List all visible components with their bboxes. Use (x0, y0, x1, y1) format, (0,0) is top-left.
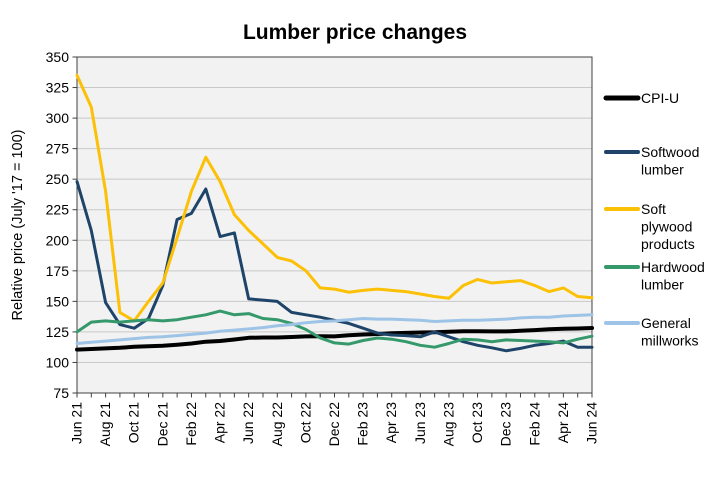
legend-label-hardwood-lumber-line-0: Hardwood (641, 259, 705, 275)
y-tick-label-225: 225 (46, 202, 70, 218)
legend-label-soft-plywood-products-line-1: plywood (641, 219, 692, 235)
x-tick-label-apr-23: Apr 23 (383, 402, 399, 443)
x-tick-label-jun-23: Jun 23 (412, 402, 428, 444)
legend-label-general-millworks-line-1: millworks (641, 333, 699, 349)
y-tick-label-125: 125 (46, 324, 70, 340)
x-tick-label-dec-21: Dec 21 (154, 402, 170, 447)
series-line-cpi-u (75, 326, 594, 352)
series-line-hardwood-lumber (75, 309, 594, 349)
x-tick-label-aug-22: Aug 22 (269, 402, 285, 447)
legend-label-cpi-u-line-0: CPI-U (641, 90, 679, 106)
x-tick-label-apr-22: Apr 22 (212, 402, 228, 443)
legend-label-soft-plywood-products-line-0: Soft (641, 201, 666, 217)
x-tick-label-apr-24: Apr 24 (555, 402, 571, 443)
y-tick-label-300: 300 (46, 110, 70, 126)
legend-item-general-millworks: General millworks (604, 315, 699, 349)
x-tick-label-jun-22: Jun 22 (240, 402, 256, 444)
x-tick-label-feb-24: Feb 24 (526, 402, 542, 446)
y-axis-tick-labels: 75 100 125 150 175 200 225 250 275 300 325 350 (46, 49, 70, 401)
chart-title: Lumber price changes (243, 21, 467, 44)
legend-item-softwood-lumber: Softwood lumber (604, 144, 699, 178)
legend-label-general-millworks-line-0: General (641, 315, 691, 331)
y-tick-label-325: 325 (46, 80, 70, 96)
x-tick-label-aug-23: Aug 23 (440, 402, 456, 447)
x-tick-label-feb-23: Feb 23 (355, 402, 371, 446)
x-tick-label-jun-21: Jun 21 (69, 402, 85, 444)
x-tick-label-dec-22: Dec 22 (326, 402, 342, 447)
x-tick-label-oct-21: Oct 21 (126, 402, 142, 443)
y-axis-title: Relative price (July '17 = 100) (10, 130, 26, 321)
y-tick-label-250: 250 (46, 171, 70, 187)
x-tick-label-feb-22: Feb 22 (183, 402, 199, 446)
x-tick-label-jun-24: Jun 24 (584, 402, 600, 444)
legend-label-soft-plywood-products-line-2: products (641, 236, 695, 252)
legend-item-hardwood-lumber: Hardwood lumber (604, 259, 705, 293)
legend-label-softwood-lumber-line-0: Softwood (641, 144, 699, 160)
axis-ticks (72, 56, 593, 398)
data-series (75, 73, 594, 353)
y-tick-label-100: 100 (46, 354, 70, 370)
y-tick-label-275: 275 (46, 141, 70, 157)
gridlines (77, 87, 592, 363)
y-tick-label-200: 200 (46, 232, 70, 248)
series-line-soft-plywood-products (75, 73, 594, 323)
x-tick-label-oct-23: Oct 23 (469, 402, 485, 443)
legend-label-hardwood-lumber-line-1: lumber (641, 277, 684, 293)
x-tick-label-dec-23: Dec 23 (498, 402, 514, 447)
y-tick-label-150: 150 (46, 293, 70, 309)
y-tick-label-175: 175 (46, 263, 70, 279)
x-tick-label-oct-22: Oct 22 (297, 402, 313, 443)
x-axis-tick-labels: Jun 21 Aug 21 Oct 21 Dec 21 Feb 22 Apr 22 Jun … (69, 402, 600, 447)
x-tick-label-aug-21: Aug 21 (97, 402, 113, 447)
plot-border (76, 56, 593, 394)
legend-label-softwood-lumber-line-1: lumber (641, 162, 684, 178)
y-tick-label-75: 75 (53, 385, 69, 401)
series-line-general-millworks (75, 313, 594, 345)
legend-item-cpi-u: CPI-U (603, 90, 679, 106)
y-tick-label-350: 350 (46, 49, 70, 65)
